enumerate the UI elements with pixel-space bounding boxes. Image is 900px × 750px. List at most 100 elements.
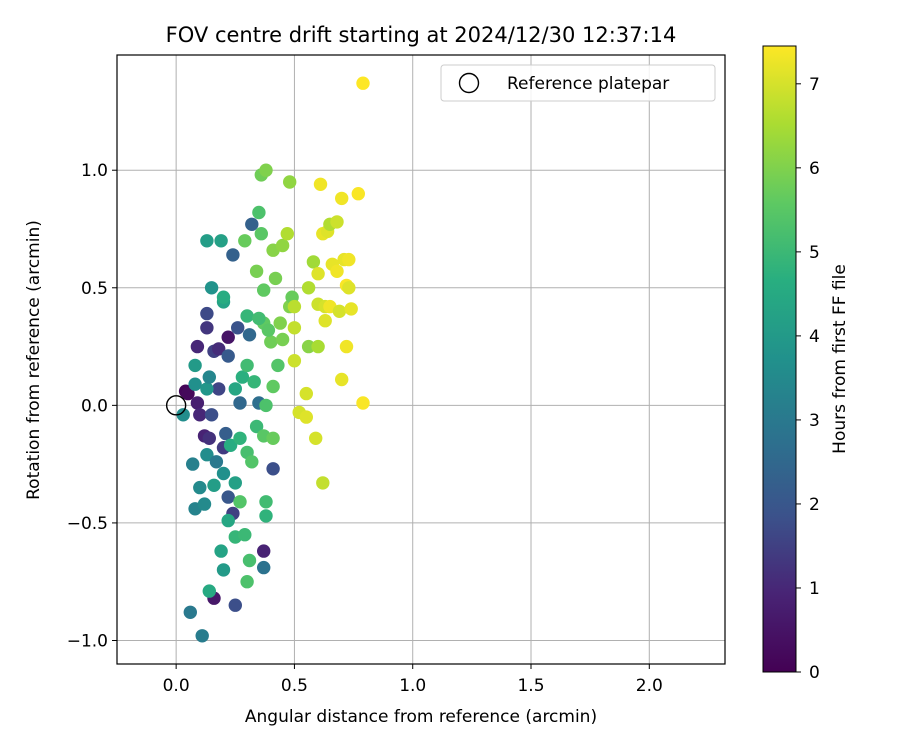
data-point	[181, 386, 195, 401]
data-point	[330, 215, 344, 229]
y-tick-label: 0.5	[81, 279, 108, 299]
data-point	[342, 281, 356, 295]
grid-lines	[117, 55, 725, 664]
data-point	[309, 431, 323, 445]
data-point	[257, 283, 271, 297]
axis-ticks: 0.0 0.5 1.0 1.5 2.0 −1.0 −0.5 0.0 0.5 1.0	[67, 161, 663, 696]
data-point	[186, 457, 200, 471]
data-point	[212, 342, 226, 356]
data-point	[299, 410, 313, 424]
colorbar-tick-label: 5	[809, 243, 820, 263]
data-point	[233, 495, 247, 509]
data-point	[212, 382, 226, 396]
data-point	[242, 553, 257, 568]
data-point	[266, 462, 280, 476]
data-point	[273, 316, 287, 330]
data-point	[240, 309, 254, 323]
data-point	[351, 187, 365, 201]
data-point	[339, 339, 354, 354]
data-point	[335, 372, 349, 387]
colorbar-tick-label: 1	[809, 579, 820, 599]
data-point	[287, 354, 302, 368]
y-tick-label: 0.0	[81, 396, 108, 416]
data-point	[318, 314, 332, 328]
data-point	[238, 528, 252, 542]
data-point	[252, 205, 266, 220]
data-point	[221, 490, 235, 504]
reference-marker	[165, 395, 187, 416]
legend-marker	[458, 72, 480, 94]
data-point	[287, 321, 302, 335]
data-point	[202, 370, 216, 384]
data-point	[216, 290, 231, 304]
data-point	[216, 466, 231, 481]
data-point	[221, 349, 235, 363]
data-point	[214, 234, 228, 248]
data-point	[287, 299, 302, 314]
data-point	[266, 431, 280, 445]
colorbar-tick-label: 4	[809, 327, 820, 347]
data-point	[342, 252, 356, 267]
data-point	[249, 264, 264, 278]
data-point	[301, 281, 316, 295]
data-point	[356, 76, 370, 90]
data-point	[188, 358, 202, 373]
data-point	[221, 330, 235, 344]
data-point	[301, 339, 316, 354]
data-point	[271, 358, 285, 373]
data-point	[193, 408, 207, 422]
legend-box	[440, 64, 716, 102]
data-point	[268, 271, 283, 286]
data-point	[261, 323, 276, 337]
plot-frame	[116, 54, 726, 665]
colorbar-tick-label: 2	[809, 495, 820, 515]
data-point	[228, 598, 242, 612]
x-tick-label: 0.0	[163, 676, 190, 696]
data-point	[299, 386, 313, 401]
data-point	[200, 448, 214, 462]
data-point	[356, 396, 370, 410]
colorbar-tick-label: 6	[809, 159, 820, 179]
data-point	[204, 281, 219, 295]
legend-entry: Reference platepar	[507, 74, 669, 94]
data-point	[233, 396, 247, 410]
data-point	[335, 191, 349, 206]
data-point	[216, 563, 231, 577]
y-tick-label: 1.0	[81, 161, 108, 181]
data-point	[202, 431, 216, 445]
colorbar-tick-label: 3	[809, 411, 820, 431]
data-point	[275, 332, 290, 347]
colorbar-tick-label: 0	[809, 663, 820, 683]
data-point	[264, 335, 278, 349]
data-point	[275, 238, 290, 253]
data-point	[231, 321, 245, 335]
data-point	[311, 267, 325, 281]
data-point	[245, 455, 259, 469]
data-point	[245, 217, 259, 231]
data-point	[283, 175, 297, 189]
data-point	[257, 544, 271, 558]
data-point	[330, 264, 344, 278]
data-point	[214, 544, 228, 558]
data-point	[259, 398, 273, 413]
data-point	[228, 476, 242, 490]
data-point	[209, 455, 224, 469]
y-tick-label: −1.0	[67, 631, 108, 651]
data-point	[247, 375, 261, 389]
data-point	[188, 377, 202, 391]
data-point	[204, 408, 219, 422]
reference-point	[165, 395, 187, 416]
colorbar-tick-label: 7	[809, 75, 820, 95]
data-point	[240, 358, 254, 373]
x-tick-label: 0.5	[281, 676, 308, 696]
data-point	[193, 480, 207, 495]
x-tick-label: 1.0	[399, 676, 426, 696]
data-point	[195, 629, 209, 643]
chart-title: FOV centre drift starting at 2024/12/30 …	[166, 23, 677, 47]
colorbar-label: Hours from first FF file	[830, 264, 850, 454]
y-tick-label: −0.5	[67, 514, 108, 534]
data-point	[240, 575, 254, 589]
data-point	[306, 255, 321, 269]
data-point	[190, 396, 205, 410]
data-point	[228, 382, 242, 396]
